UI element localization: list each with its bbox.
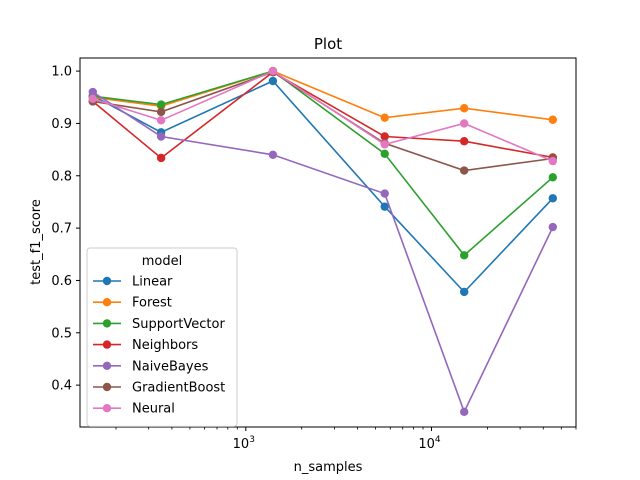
- data-point: [459, 104, 469, 113]
- x-axis-label: n_samples: [294, 460, 363, 475]
- series-line: [92, 80, 554, 294]
- legend-title: model: [142, 254, 182, 269]
- data-point: [380, 113, 389, 122]
- plot-area: [79, 57, 577, 428]
- data-point: [268, 76, 278, 86]
- data-point: [548, 156, 557, 166]
- y-axis-label: test_f1_score: [29, 199, 44, 285]
- legend: model Linear Forest SupportVector Neighbors N…: [86, 247, 238, 427]
- y-tick-label: 0.7: [51, 222, 72, 237]
- data-point: [459, 166, 469, 175]
- series-line: [92, 91, 554, 414]
- y-tick-label: 0.4: [51, 379, 72, 394]
- legend-label: Neural: [132, 402, 175, 417]
- data-point: [156, 100, 166, 109]
- series-line: [92, 70, 553, 121]
- legend-swatch-marker: [102, 298, 112, 307]
- legend-swatch-marker: [102, 404, 112, 413]
- data-point: [548, 194, 557, 203]
- y-tick-label: 0.9: [51, 117, 72, 132]
- data-point: [459, 119, 469, 128]
- legend-label: Forest: [132, 296, 172, 311]
- legend-swatch-marker: [102, 340, 112, 349]
- y-tick-label: 0.6: [51, 274, 72, 289]
- data-point: [548, 222, 557, 232]
- series-neural: [88, 66, 557, 166]
- legend-label: Linear: [132, 275, 173, 290]
- x-tick-base: 10: [233, 437, 250, 452]
- data-point: [268, 150, 278, 160]
- data-point: [156, 153, 166, 163]
- data-point: [459, 287, 469, 297]
- data-point: [156, 116, 166, 125]
- legend-item: Neighbors: [93, 338, 198, 353]
- y-tick-label: 0.8: [51, 169, 72, 184]
- legend-item: SupportVector: [93, 317, 225, 332]
- data-point: [380, 149, 389, 158]
- legend-label: SupportVector: [132, 317, 225, 332]
- x-tick-label: 104: [418, 435, 441, 452]
- data-point: [459, 407, 469, 417]
- data-point: [380, 132, 389, 141]
- data-point: [459, 137, 469, 146]
- legend-item: Linear: [93, 275, 173, 290]
- x-axis: 103 104: [115, 427, 577, 452]
- legend-label: NaiveBayes: [132, 359, 209, 374]
- data-point: [88, 87, 97, 97]
- x-tick-label: 103: [233, 435, 255, 452]
- data-point: [548, 173, 557, 182]
- data-point: [459, 251, 469, 260]
- legend-box: [86, 247, 238, 427]
- data-point: [268, 66, 278, 76]
- series-line: [92, 70, 554, 257]
- y-tick-label: 0.5: [51, 326, 72, 341]
- series-line: [92, 70, 554, 162]
- series-supportvector: [88, 66, 557, 260]
- data-point: [156, 107, 166, 117]
- x-tick-exp: 4: [435, 435, 441, 445]
- legend-item: Neural: [93, 402, 175, 417]
- y-axis: 0.4 0.5 0.6 0.7 0.8 0.9 1.0: [51, 65, 80, 394]
- legend-swatch-marker: [102, 361, 112, 370]
- data-point: [380, 189, 389, 198]
- legend-label: GradientBoost: [132, 381, 225, 396]
- data-point: [156, 132, 166, 141]
- x-tick-exp: 3: [249, 435, 255, 445]
- legend-item: NaiveBayes: [93, 359, 209, 374]
- legend-item: Forest: [93, 296, 172, 311]
- chart-title: Plot: [314, 35, 342, 53]
- series-layer: [88, 66, 557, 417]
- data-point: [88, 94, 97, 104]
- x-tick-base: 10: [418, 437, 435, 452]
- legend-swatch-marker: [102, 319, 112, 328]
- legend-label: Neighbors: [132, 338, 198, 353]
- series-naivebayes: [88, 87, 557, 417]
- data-point: [380, 202, 389, 211]
- legend-swatch-marker: [102, 276, 112, 286]
- legend-item: GradientBoost: [93, 381, 225, 396]
- series-line: [92, 71, 553, 160]
- legend-swatch-marker: [102, 382, 112, 392]
- data-point: [548, 115, 557, 124]
- data-point: [380, 140, 389, 149]
- y-tick-label: 1.0: [51, 65, 72, 80]
